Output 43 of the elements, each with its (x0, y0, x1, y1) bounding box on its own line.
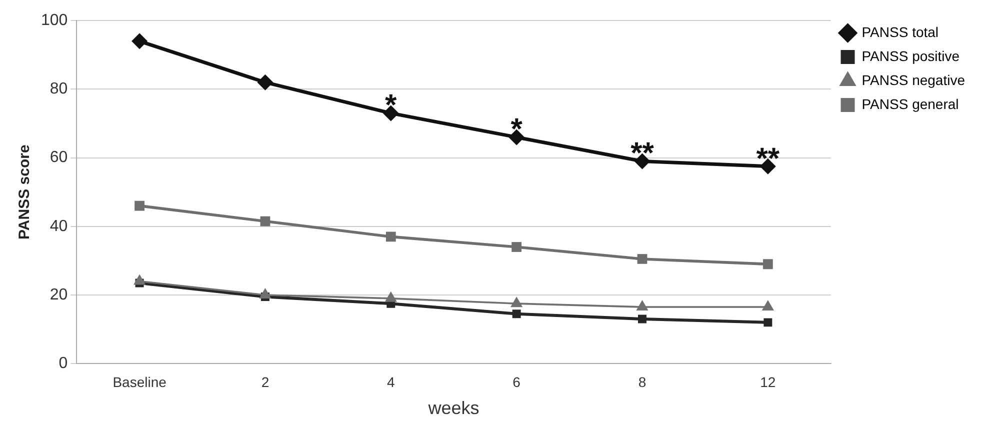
point (634, 153, 650, 170)
point (512, 310, 521, 318)
point (508, 129, 525, 146)
x-tick-label: 8 (638, 374, 646, 390)
point (760, 158, 776, 174)
y-tick-label: 80 (50, 80, 68, 98)
annotation: ** (630, 137, 654, 170)
x-tick-label: 12 (760, 374, 776, 390)
annotation: * (385, 89, 398, 122)
point (638, 314, 646, 324)
point (259, 288, 272, 298)
y-axis-title: PANSS score (16, 144, 34, 240)
point (762, 259, 773, 270)
point (382, 105, 399, 122)
x-tick-label: 4 (386, 374, 395, 390)
point (134, 200, 144, 211)
point (384, 291, 397, 302)
legend-label: PANSS general (862, 96, 959, 112)
point (260, 216, 270, 226)
legend-label: PANSS total (862, 24, 939, 40)
x-tick-label: 2 (261, 374, 270, 390)
x-axis-title: weeks (427, 398, 480, 418)
y-tick-label: 40 (50, 218, 68, 235)
y-tick-label: 100 (40, 12, 68, 30)
point (257, 74, 274, 90)
legend-label: PANSS negative (862, 72, 966, 88)
point (637, 254, 648, 264)
point (510, 296, 523, 308)
y-tick-label: 20 (50, 286, 68, 304)
point (386, 232, 396, 242)
point (636, 300, 648, 311)
point (132, 33, 148, 50)
point (762, 300, 774, 311)
point (764, 318, 772, 327)
point (133, 274, 146, 285)
annotation: * (510, 113, 523, 146)
x-tick-label: Baseline (112, 374, 167, 390)
annotation: ** (756, 142, 780, 176)
legend-label: PANSS positive (862, 48, 960, 64)
y-tick-label: 0 (58, 355, 68, 372)
x-tick-label: 6 (512, 374, 521, 390)
y-tick-label: 60 (50, 149, 68, 166)
point (512, 242, 522, 252)
